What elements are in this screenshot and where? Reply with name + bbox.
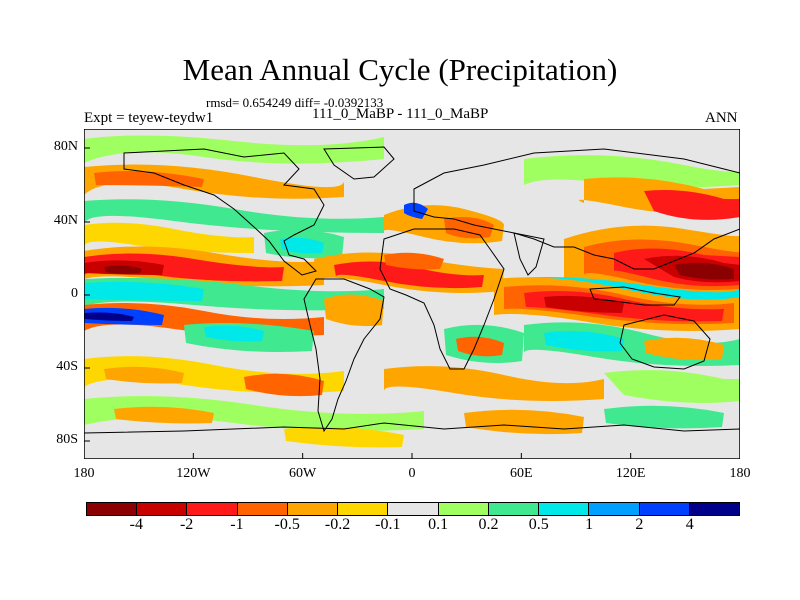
anomaly-region [84,281,204,301]
outline-indonesia [589,286,681,306]
outline-north-america [123,148,325,276]
anomaly-region [204,325,264,342]
colorbar-label: -4 [129,516,143,533]
y-tick-label: 0 [71,286,78,301]
anomaly-region [84,135,384,164]
colorbar-bin [237,503,288,515]
colorbar [86,502,740,516]
anomaly-region [456,336,504,357]
anomaly-region [604,405,724,429]
colorbar-label: -0.5 [274,516,300,533]
anomaly-region [94,171,204,187]
anomaly-region [444,217,494,239]
rmsd-diff-stats: rmsd= 0.654249 diff= -0.0392133 [206,95,384,110]
anomaly-region [84,396,424,431]
outline-south-america [303,278,385,433]
colorbar-bin [589,503,640,515]
precipitation-map [84,129,740,459]
x-tick-label: 0 [408,466,416,481]
case-label: 111_0_MaBP - 111_0_MaBP [312,106,489,122]
colorbar-label: 0.1 [428,516,449,533]
y-tick-label: 40S [56,359,78,374]
plot-title: Mean Annual Cycle (Precipitation) [182,52,618,87]
x-tick-label: 60W [289,466,317,481]
colorbar-bin [87,503,138,515]
y-tick-label: 80N [53,139,78,154]
outline-africa [379,228,505,370]
colorbar-bin [639,503,690,515]
anomaly-field [84,135,740,448]
anomaly-region [284,427,404,448]
anomaly-region [114,406,214,424]
colorbar-bin [488,503,540,515]
x-tick-label: 180 [73,466,95,481]
anomaly-region [384,366,604,401]
outline-greenland [323,146,395,180]
anomaly-region [604,370,740,403]
anomaly-region [644,190,740,220]
anomaly-region [104,265,142,274]
anomaly-region [84,253,284,282]
anomaly-region [324,294,384,327]
axis-ticks [84,147,740,459]
outline-india [513,232,545,276]
colorbar-bin [187,503,238,515]
anomaly-region [544,331,624,352]
anomaly-region [244,373,324,397]
colorbar-label: 2 [635,516,644,533]
anomaly-region [84,312,134,321]
y-tick-label: 80S [56,432,78,447]
anomaly-region [674,262,734,280]
colorbar-bin [438,503,489,515]
outline-eurasia [413,148,740,270]
continent-outlines [84,146,740,459]
colorbar-label: 4 [685,516,694,533]
x-tick-label: 120W [176,466,211,481]
x-tick-label: 60E [510,466,533,481]
colorbar-label: 0.2 [478,516,499,533]
colorbar-bin [539,503,590,515]
colorbar-bin [689,503,740,515]
anomaly-region [104,366,184,384]
anomaly-region [404,202,428,219]
colorbar-label: -0.1 [375,516,401,533]
colorbar-bin [137,503,188,515]
colorbar-bin [287,503,339,515]
colorbar-label: 1 [585,516,594,533]
anomaly-region [280,237,324,254]
colorbar-bin [338,503,389,515]
experiment-label: Expt = teyew-teydw1 [84,110,214,126]
outline-australia [619,314,711,370]
x-tick-label: 120E [615,466,646,481]
colorbar-bin [388,503,439,515]
anomaly-region [644,337,724,361]
anomaly-region [524,155,740,188]
anomaly-region [384,252,444,270]
colorbar-label: 0.5 [528,516,549,533]
anomaly-region [84,222,254,253]
colorbar-label: -1 [230,516,244,533]
colorbar-label: -2 [179,516,194,533]
y-tick-label: 40N [53,213,78,228]
season-label: ANN [705,110,738,126]
anomaly-region [334,261,484,289]
anomaly-region [84,199,384,233]
outline-antarctica [84,422,740,459]
x-tick-label: 180 [729,466,751,481]
colorbar-label: -0.2 [324,516,351,533]
